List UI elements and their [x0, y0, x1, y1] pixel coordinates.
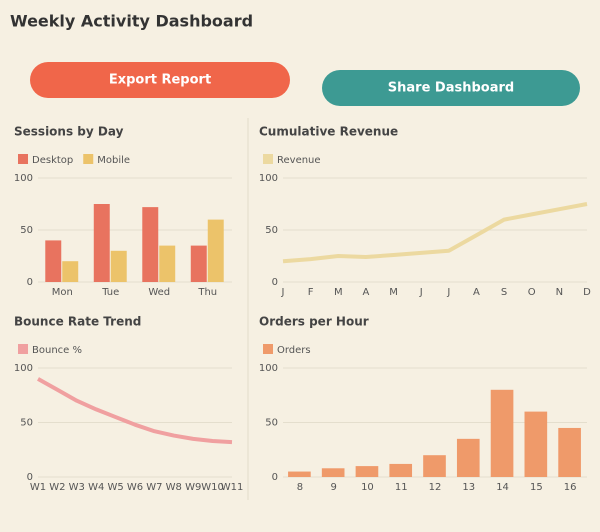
legend-label: Mobile	[97, 155, 130, 166]
y-tick-label: 100	[14, 363, 33, 374]
legend-swatch	[263, 344, 273, 354]
x-tick-label: W1	[30, 482, 46, 493]
x-tick-label: 10	[361, 482, 374, 493]
chart-title: Orders per Hour	[259, 315, 369, 329]
x-tick-label: W4	[88, 482, 104, 493]
x-tick-label: W3	[69, 482, 85, 493]
chart-title: Sessions by Day	[14, 125, 124, 139]
x-tick-label: Wed	[148, 287, 170, 298]
button-bg[interactable]	[30, 62, 290, 98]
bar	[423, 455, 446, 477]
x-tick-label: 14	[496, 482, 509, 493]
x-tick-label: 13	[462, 482, 475, 493]
y-tick-label: 0	[272, 472, 278, 483]
x-tick-label: S	[501, 287, 507, 298]
bar	[93, 204, 110, 282]
x-tick-label: W2	[49, 482, 65, 493]
x-tick-label: J	[446, 287, 450, 298]
line	[282, 202, 588, 264]
x-tick-label: 15	[530, 482, 543, 493]
y-tick-label: 50	[20, 418, 33, 429]
y-tick-label: 50	[20, 225, 33, 236]
line	[37, 377, 233, 445]
x-tick-label: W5	[107, 482, 123, 493]
x-tick-label: O	[528, 287, 536, 298]
bar	[456, 438, 480, 477]
x-tick-label: 11	[395, 482, 408, 493]
x-tick-label: 9	[330, 482, 336, 493]
bar	[389, 463, 413, 477]
legend-label: Desktop	[32, 155, 73, 166]
x-tick-label: J	[419, 287, 423, 298]
bar	[288, 471, 311, 477]
bar	[355, 466, 379, 477]
legend-label: Bounce %	[32, 345, 82, 356]
x-tick-label: Tue	[101, 287, 119, 298]
x-tick-label: W9	[185, 482, 201, 493]
y-tick-label: 100	[259, 173, 278, 184]
x-tick-label: M	[334, 287, 343, 298]
x-tick-label: W10	[201, 482, 224, 493]
x-tick-label: Thu	[197, 287, 217, 298]
legend-swatch	[83, 154, 94, 164]
bar	[142, 207, 159, 282]
x-tick-label: 12	[429, 482, 442, 493]
legend-swatch	[18, 154, 28, 164]
y-tick-label: 100	[259, 363, 278, 374]
x-tick-label: W7	[146, 482, 162, 493]
button-bg[interactable]	[322, 70, 580, 106]
chart-title: Bounce Rate Trend	[14, 315, 141, 329]
x-tick-label: D	[583, 287, 591, 298]
y-tick-label: 0	[27, 277, 33, 288]
chart-title: Cumulative Revenue	[259, 125, 398, 139]
x-tick-label: W6	[127, 482, 143, 493]
y-tick-label: 50	[265, 225, 278, 236]
bar	[524, 411, 548, 477]
x-tick-label: W11	[221, 482, 244, 493]
bar	[207, 219, 224, 282]
bar	[490, 389, 514, 477]
y-tick-label: 50	[265, 418, 278, 429]
page-title: Weekly Activity Dashboard	[10, 12, 253, 31]
x-tick-label: F	[308, 287, 314, 298]
y-tick-label: 0	[27, 472, 33, 483]
x-tick-label: J	[281, 287, 285, 298]
button[interactable]: Share Dashboard	[388, 81, 514, 96]
legend-swatch	[18, 344, 28, 354]
x-tick-label: N	[556, 287, 563, 298]
legend-label: Revenue	[277, 155, 321, 166]
bar	[558, 427, 581, 477]
legend-label: Orders	[277, 345, 311, 356]
button[interactable]: Export Report	[109, 73, 211, 88]
bar	[321, 468, 345, 477]
x-tick-label: M	[389, 287, 398, 298]
x-tick-label: A	[362, 287, 369, 298]
y-tick-label: 0	[272, 277, 278, 288]
x-tick-label: 16	[564, 482, 577, 493]
x-tick-label: Mon	[52, 287, 73, 298]
bar	[110, 250, 127, 282]
bar	[190, 245, 207, 282]
x-tick-label: W8	[166, 482, 182, 493]
x-tick-label: 8	[297, 482, 303, 493]
bar	[159, 245, 176, 282]
bar	[45, 240, 62, 282]
y-tick-label: 100	[14, 173, 33, 184]
bar	[62, 261, 79, 282]
x-tick-label: A	[473, 287, 480, 298]
legend-swatch	[263, 154, 273, 164]
